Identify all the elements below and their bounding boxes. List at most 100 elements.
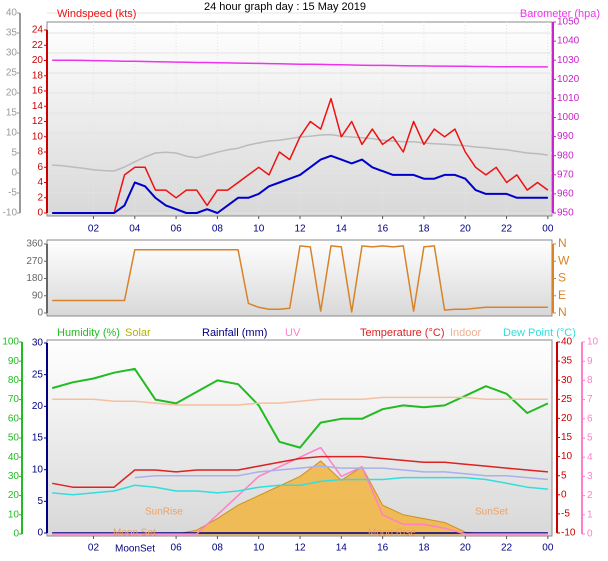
y-tick-label: N [558, 236, 567, 250]
annotation: Moon Rise [368, 528, 416, 539]
x-tick-label: 20 [460, 543, 472, 554]
y-tick-label: 25 [32, 369, 44, 380]
x-tick-label: 22 [501, 224, 513, 235]
line [52, 396, 548, 406]
line [52, 476, 548, 496]
line [51, 367, 549, 449]
x-tick-label: 12 [294, 224, 306, 235]
x-tick-label: 16 [377, 224, 389, 235]
y-tick-label: 9 [587, 356, 593, 367]
x-tick-label: 18 [418, 543, 430, 554]
y-tick-label: 16 [32, 86, 44, 97]
y-tick-label: 30 [32, 338, 44, 349]
legend-label: Rainfall (mm) [202, 327, 267, 339]
series-group [52, 59, 549, 214]
y-tick-label: 8 [587, 375, 593, 386]
x-tick-label: 18 [418, 224, 430, 235]
y-tick-label: 20 [561, 413, 573, 424]
y-tick-label: 2 [37, 192, 43, 203]
x-tick-label: 16 [377, 543, 389, 554]
annotation: Moon Set [113, 528, 156, 539]
y-tick-label: 40 [6, 8, 18, 19]
x-tick-label: 10 [253, 543, 265, 554]
legend-label: UV [285, 327, 301, 339]
y-tick-label: 6 [587, 413, 593, 424]
x-tick-label: 02 [88, 224, 100, 235]
y-tick-label: N [558, 305, 567, 319]
x-tick-label: 12 [294, 543, 306, 554]
y-tick-label: 10 [8, 509, 20, 520]
y-tick-label: -5 [8, 188, 17, 199]
line [52, 455, 548, 488]
y-tick-label: E [558, 288, 566, 302]
y-tick-label: 15 [32, 433, 44, 444]
y-tick-label: 1 [587, 509, 593, 520]
x-tick-label: 22 [501, 543, 513, 554]
line [134, 465, 548, 481]
y-tick-label: 30 [561, 375, 573, 386]
y-tick-label: 20 [32, 401, 44, 412]
y-tick-label: -10 [3, 208, 18, 219]
legend-label: Indoor [450, 327, 482, 339]
y-tick-label: 990 [557, 131, 574, 142]
y-tick-label: 0 [11, 168, 17, 179]
y-tick-label: 1010 [557, 93, 580, 104]
y-tick-label: 30 [8, 471, 20, 482]
y-tick-label: -5 [561, 509, 570, 520]
y-tick-label: 40 [561, 337, 573, 348]
line [52, 154, 548, 214]
y-tick-label: 0 [37, 308, 43, 319]
y-tick-label: 980 [557, 150, 574, 161]
y-tick-label: 15 [561, 432, 573, 443]
x-tick-label: 06 [171, 543, 183, 554]
annotation: MoonSet [115, 544, 155, 555]
y-tick-label: 0 [561, 489, 567, 500]
x-tick-label: 14 [336, 224, 348, 235]
y-tick-label: 25 [561, 394, 573, 405]
x-tick-label: 14 [336, 543, 348, 554]
y-tick-label: 40 [8, 452, 20, 463]
x-tick-label: 00 [542, 543, 554, 554]
y-tick-label: 1000 [557, 112, 580, 123]
y-tick-label: 10 [32, 131, 44, 142]
series-group [51, 367, 549, 535]
x-tick-label: 20 [460, 224, 472, 235]
y-tick-label: 1040 [557, 36, 580, 47]
y-tick-label: -10 [561, 528, 576, 539]
y-tick-label: 4 [587, 452, 593, 463]
y-tick-label: 8 [37, 147, 43, 158]
y-tick-label: 3 [587, 471, 593, 482]
y-tick-label: 970 [557, 169, 574, 180]
y-tick-label: 22 [32, 40, 44, 51]
legend-label: Solar [125, 327, 151, 339]
y-tick-label: 10 [561, 451, 573, 462]
y-tick-label: 12 [32, 116, 44, 127]
x-tick-label: 04 [129, 224, 141, 235]
y-tick-label: 10 [587, 337, 599, 348]
y-tick-label: 20 [32, 55, 44, 66]
x-tick-label: 08 [212, 543, 224, 554]
y-tick-label: 20 [8, 490, 20, 501]
annotation: SunRise [145, 507, 183, 518]
y-tick-label: 4 [37, 177, 43, 188]
y-tick-label: 360 [26, 239, 43, 250]
chart-title: 24 hour graph day : 15 May 2019 [204, 1, 366, 13]
line [52, 446, 548, 535]
y-tick-label: 5 [37, 496, 43, 507]
x-tick-label: 06 [171, 224, 183, 235]
y-tick-label: 90 [32, 290, 44, 301]
y-tick-label: 2 [587, 490, 593, 501]
y-tick-label: 15 [6, 108, 18, 119]
x-tick-label: 00 [542, 224, 554, 235]
line [52, 97, 549, 214]
legend-label: Humidity (%) [57, 327, 120, 339]
line [52, 245, 548, 313]
y-tick-label: 70 [8, 394, 20, 405]
annotation: SunSet [475, 507, 508, 518]
series-group [52, 245, 548, 313]
line [52, 59, 548, 68]
y-tick-label: 960 [557, 189, 574, 200]
y-tick-label: 270 [26, 256, 43, 267]
y-tick-label: 0 [587, 529, 593, 540]
